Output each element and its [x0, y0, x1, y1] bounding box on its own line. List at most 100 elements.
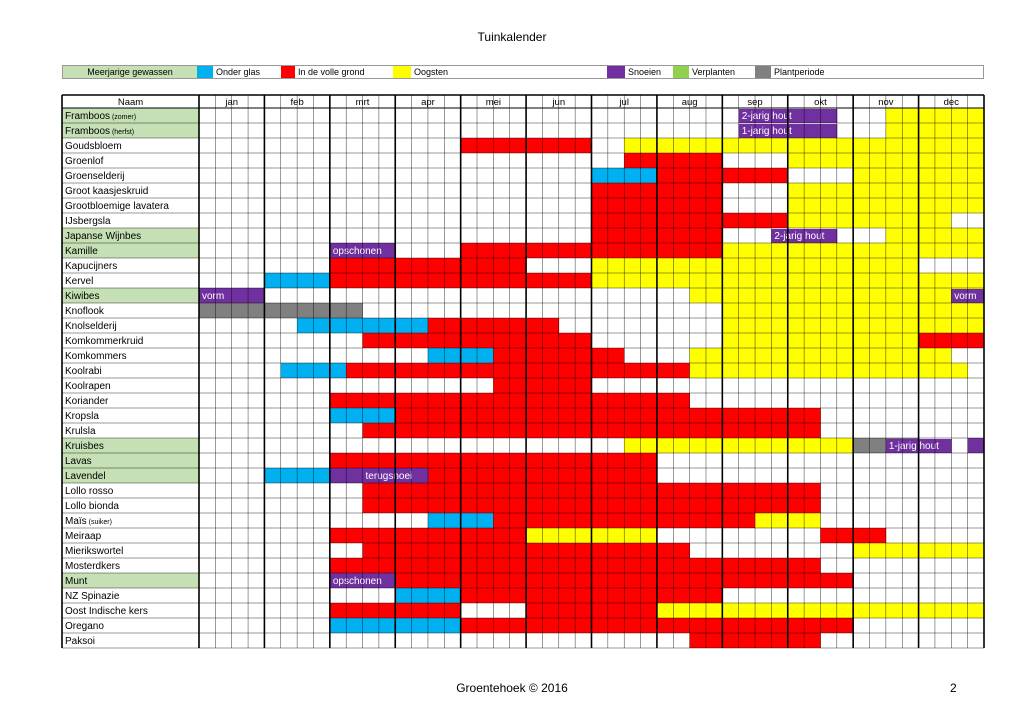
calendar-cell — [460, 513, 478, 528]
calendar-cell — [444, 483, 461, 498]
calendar-cell — [542, 393, 560, 408]
calendar-cell — [509, 453, 527, 468]
calendar-cell — [607, 348, 625, 363]
calendar-cell — [427, 348, 445, 363]
calendar-cell — [853, 543, 870, 558]
calendar-cell — [918, 333, 936, 348]
calendar-cell — [885, 603, 903, 618]
calendar-cell — [411, 333, 429, 348]
row-name: Lavendel — [65, 471, 106, 482]
calendar-cell — [427, 558, 445, 573]
calendar-cell — [934, 543, 952, 558]
calendar-cell — [640, 258, 658, 273]
calendar-cell — [378, 528, 396, 543]
calendar-cell — [771, 258, 789, 273]
calendar-cell — [869, 438, 887, 453]
calendar-cell — [509, 543, 527, 558]
calendar-cell — [951, 243, 968, 258]
calendar-cell — [787, 258, 805, 273]
calendar-cell — [885, 228, 903, 243]
calendar-cell — [591, 573, 609, 588]
calendar-cell — [918, 348, 936, 363]
calendar-cell — [689, 243, 707, 258]
calendar-cell — [934, 273, 952, 288]
calendar-cell — [705, 438, 723, 453]
calendar-cell — [918, 318, 936, 333]
calendar-cell — [591, 198, 609, 213]
calendar-cell — [787, 318, 805, 333]
legend-label: Plantperiode — [774, 67, 825, 77]
calendar-cell — [869, 528, 887, 543]
calendar-cell — [673, 438, 690, 453]
calendar-cell — [509, 258, 527, 273]
calendar-cell — [558, 393, 576, 408]
calendar-cell — [460, 318, 478, 333]
row-name: Kropsla — [65, 411, 99, 422]
calendar-cell — [591, 183, 609, 198]
calendar-cell — [705, 183, 723, 198]
calendar-cell — [902, 603, 919, 618]
calendar-cell — [836, 348, 854, 363]
calendar-cell — [918, 273, 936, 288]
calendar-cell — [395, 408, 412, 423]
calendar-cell — [755, 438, 772, 453]
calendar-cell — [591, 393, 609, 408]
row-name: Kruisbes — [65, 441, 104, 452]
calendar-cell — [558, 378, 576, 393]
calendar-cell — [509, 408, 527, 423]
row-name: Groot kaasjeskruid — [65, 186, 148, 197]
calendar-cell — [673, 408, 690, 423]
calendar-cell — [951, 333, 968, 348]
calendar-cell — [493, 318, 511, 333]
calendar-cell — [934, 333, 952, 348]
legend: Meerjarige gewassen Onder glas In de volle… — [62, 65, 984, 79]
calendar-cell — [427, 333, 445, 348]
calendar-cell — [624, 363, 641, 378]
calendar-cell — [771, 483, 789, 498]
calendar-cell — [248, 288, 265, 303]
calendar-cell — [836, 573, 854, 588]
calendar-cell — [967, 438, 985, 453]
row-name: Meiraap — [65, 531, 102, 542]
calendar-cell — [591, 588, 609, 603]
calendar-cell — [624, 213, 641, 228]
footer-copyright: Groentehoek © 2016 — [456, 681, 568, 695]
calendar-cell — [705, 243, 723, 258]
calendar-cell — [444, 603, 461, 618]
table-row: Kropsla — [62, 408, 821, 423]
calendar-cell — [591, 498, 609, 513]
calendar-cell — [934, 108, 952, 123]
row-name: Kiwibes — [65, 291, 99, 302]
calendar-cell — [411, 393, 429, 408]
calendar-cell — [705, 513, 723, 528]
legend-swatch — [607, 66, 625, 78]
month-header-jan: jan — [224, 97, 238, 108]
table-row: Lavas — [62, 453, 658, 468]
calendar-cell — [607, 543, 625, 558]
calendar-cell — [607, 213, 625, 228]
calendar-cell — [656, 423, 674, 438]
calendar-cell — [460, 408, 478, 423]
row-name: Kapucijners — [65, 261, 117, 272]
calendar-cell — [869, 138, 887, 153]
calendar-cell — [395, 318, 412, 333]
calendar-cell — [558, 558, 576, 573]
calendar-cell — [607, 498, 625, 513]
calendar-cell — [640, 198, 658, 213]
calendar-cell — [542, 348, 560, 363]
calendar-cell — [640, 243, 658, 258]
calendar-cell — [673, 363, 690, 378]
calendar-cell — [787, 288, 805, 303]
calendar-cell — [967, 603, 985, 618]
calendar-cell — [902, 168, 919, 183]
calendar-cell — [885, 123, 903, 138]
calendar-cell — [722, 243, 739, 258]
calendar-cell — [902, 243, 919, 258]
calendar-cell — [934, 318, 952, 333]
calendar-cell — [755, 243, 772, 258]
calendar-cell — [689, 588, 707, 603]
row-name: Maïs (suiker) — [65, 516, 112, 527]
calendar-cell — [722, 333, 739, 348]
calendar-cell — [444, 498, 461, 513]
